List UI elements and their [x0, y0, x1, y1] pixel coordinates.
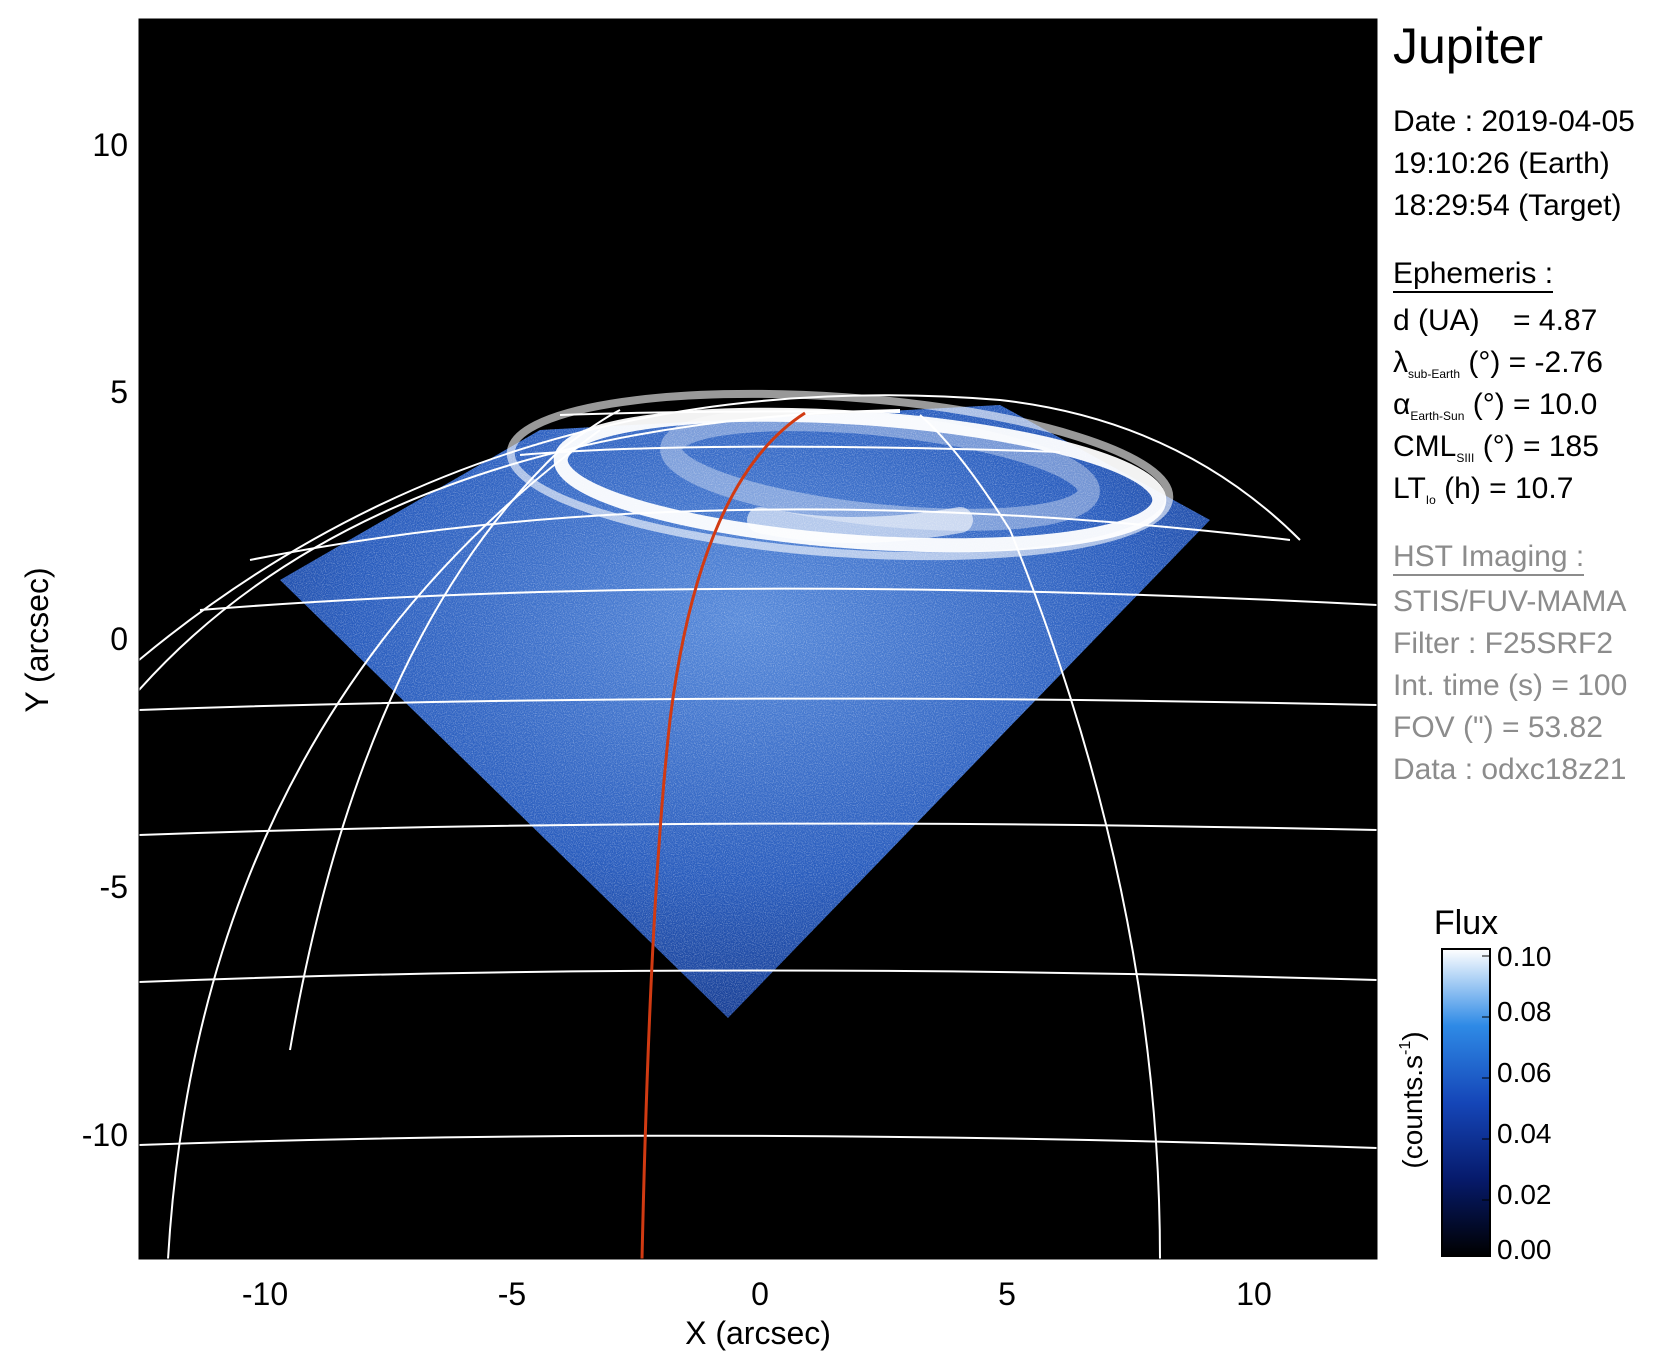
- colorbar-unit-end: ): [1397, 1031, 1428, 1040]
- distance-label: d (UA): [1393, 304, 1480, 337]
- colorbar-tick-label: 0.04: [1497, 1118, 1552, 1149]
- colorbar-tick-label: 0.00: [1497, 1234, 1552, 1265]
- hst-heading-text: HST Imaging :: [1393, 540, 1585, 576]
- x-tick-label: -5: [498, 1276, 526, 1312]
- distance-value: = 4.87: [1513, 304, 1598, 337]
- time-earth: 19:10:26 (Earth): [1393, 147, 1610, 180]
- hst-fov: FOV (") = 53.82: [1393, 711, 1603, 744]
- sub-earth-value: (°) = -2.76: [1460, 346, 1603, 379]
- cml-subscript: SIII: [1456, 451, 1475, 465]
- cml-value: (°) = 185: [1474, 430, 1599, 463]
- phase-value: (°) = 10.0: [1464, 388, 1598, 421]
- ephemeris-sub-earth-lat: λsub-Earth (°) = -2.76: [1393, 345, 1603, 392]
- central-meridian: [640, 411, 806, 1259]
- phase-symbol: α: [1393, 388, 1411, 421]
- colorbar-unit: (counts.s-1): [1397, 1031, 1428, 1168]
- colorbar-tick-labels: 0.10 0.08 0.06 0.04 0.02 0.00: [1497, 941, 1552, 1265]
- y-tick-label: 5: [110, 374, 128, 410]
- x-tick-label: 5: [998, 1276, 1016, 1312]
- hst-int-time: Int. time (s) = 100: [1393, 669, 1628, 702]
- phase-subscript: Earth-Sun: [1410, 409, 1465, 423]
- hst-instrument: STIS/FUV-MAMA: [1393, 585, 1627, 618]
- ephemeris-local-time: LTIo (h) = 10.7: [1393, 471, 1573, 518]
- lt-symbol: LT: [1393, 472, 1426, 505]
- colorbar-tick-label: 0.08: [1497, 996, 1552, 1027]
- ephemeris-heading: Ephemeris :: [1393, 256, 1554, 293]
- colorbar-unit-main: (counts.s: [1397, 1055, 1428, 1169]
- sub-earth-subscript: sub-Earth: [1408, 367, 1461, 381]
- y-tick-label: -10: [82, 1117, 128, 1153]
- figure-title: Jupiter: [1393, 18, 1544, 74]
- x-tick-label: 0: [751, 1276, 769, 1312]
- lt-subscript: Io: [1425, 493, 1436, 507]
- hst-filter: Filter : F25SRF2: [1393, 627, 1614, 660]
- plot-frame: [138, 18, 1378, 1260]
- lt-value: (h) = 10.7: [1435, 472, 1574, 505]
- hst-data: Data : odxc18z21: [1393, 753, 1627, 786]
- colorbar-ticks: [1482, 955, 1490, 1201]
- date-line: Date : 2019-04-05: [1393, 105, 1635, 138]
- colorbar-tick-label: 0.06: [1497, 1057, 1552, 1088]
- y-tick-label: 10: [92, 127, 128, 163]
- x-tick-label: -10: [242, 1276, 288, 1312]
- y-tick-label: 0: [110, 621, 128, 657]
- colorbar-tick-label: 0.02: [1497, 1179, 1552, 1210]
- ephemeris-phase-angle: αEarth-Sun (°) = 10.0: [1393, 387, 1597, 434]
- y-tick-labels: 10 5 0 -5 -10: [82, 127, 128, 1153]
- hst-heading: HST Imaging :: [1393, 539, 1585, 576]
- ephemeris-distance: d (UA) = 4.87: [1393, 303, 1597, 339]
- planet-grid: [139, 394, 1377, 1259]
- colorbar-title: Flux: [1434, 904, 1498, 942]
- colorbar-tick-label: 0.10: [1497, 941, 1552, 972]
- cml-symbol: CML: [1393, 430, 1457, 463]
- x-ticks: [264, 1245, 1255, 1259]
- colorbar: [1441, 948, 1491, 1257]
- colorbar-unit-sup: -1: [1397, 1041, 1414, 1055]
- y-axis-label: Y (arcsec): [19, 567, 55, 712]
- x-tick-label: 10: [1236, 1276, 1272, 1312]
- ephemeris-heading-text: Ephemeris :: [1393, 257, 1554, 293]
- y-tick-label: -5: [100, 869, 128, 905]
- x-tick-labels: -10 -5 0 5 10: [242, 1276, 1272, 1312]
- x-axis-label: X (arcsec): [685, 1315, 831, 1351]
- sub-earth-symbol: λ: [1393, 346, 1408, 379]
- time-target: 18:29:54 (Target): [1393, 189, 1622, 222]
- ephemeris-cml: CMLSIII (°) = 185: [1393, 429, 1599, 476]
